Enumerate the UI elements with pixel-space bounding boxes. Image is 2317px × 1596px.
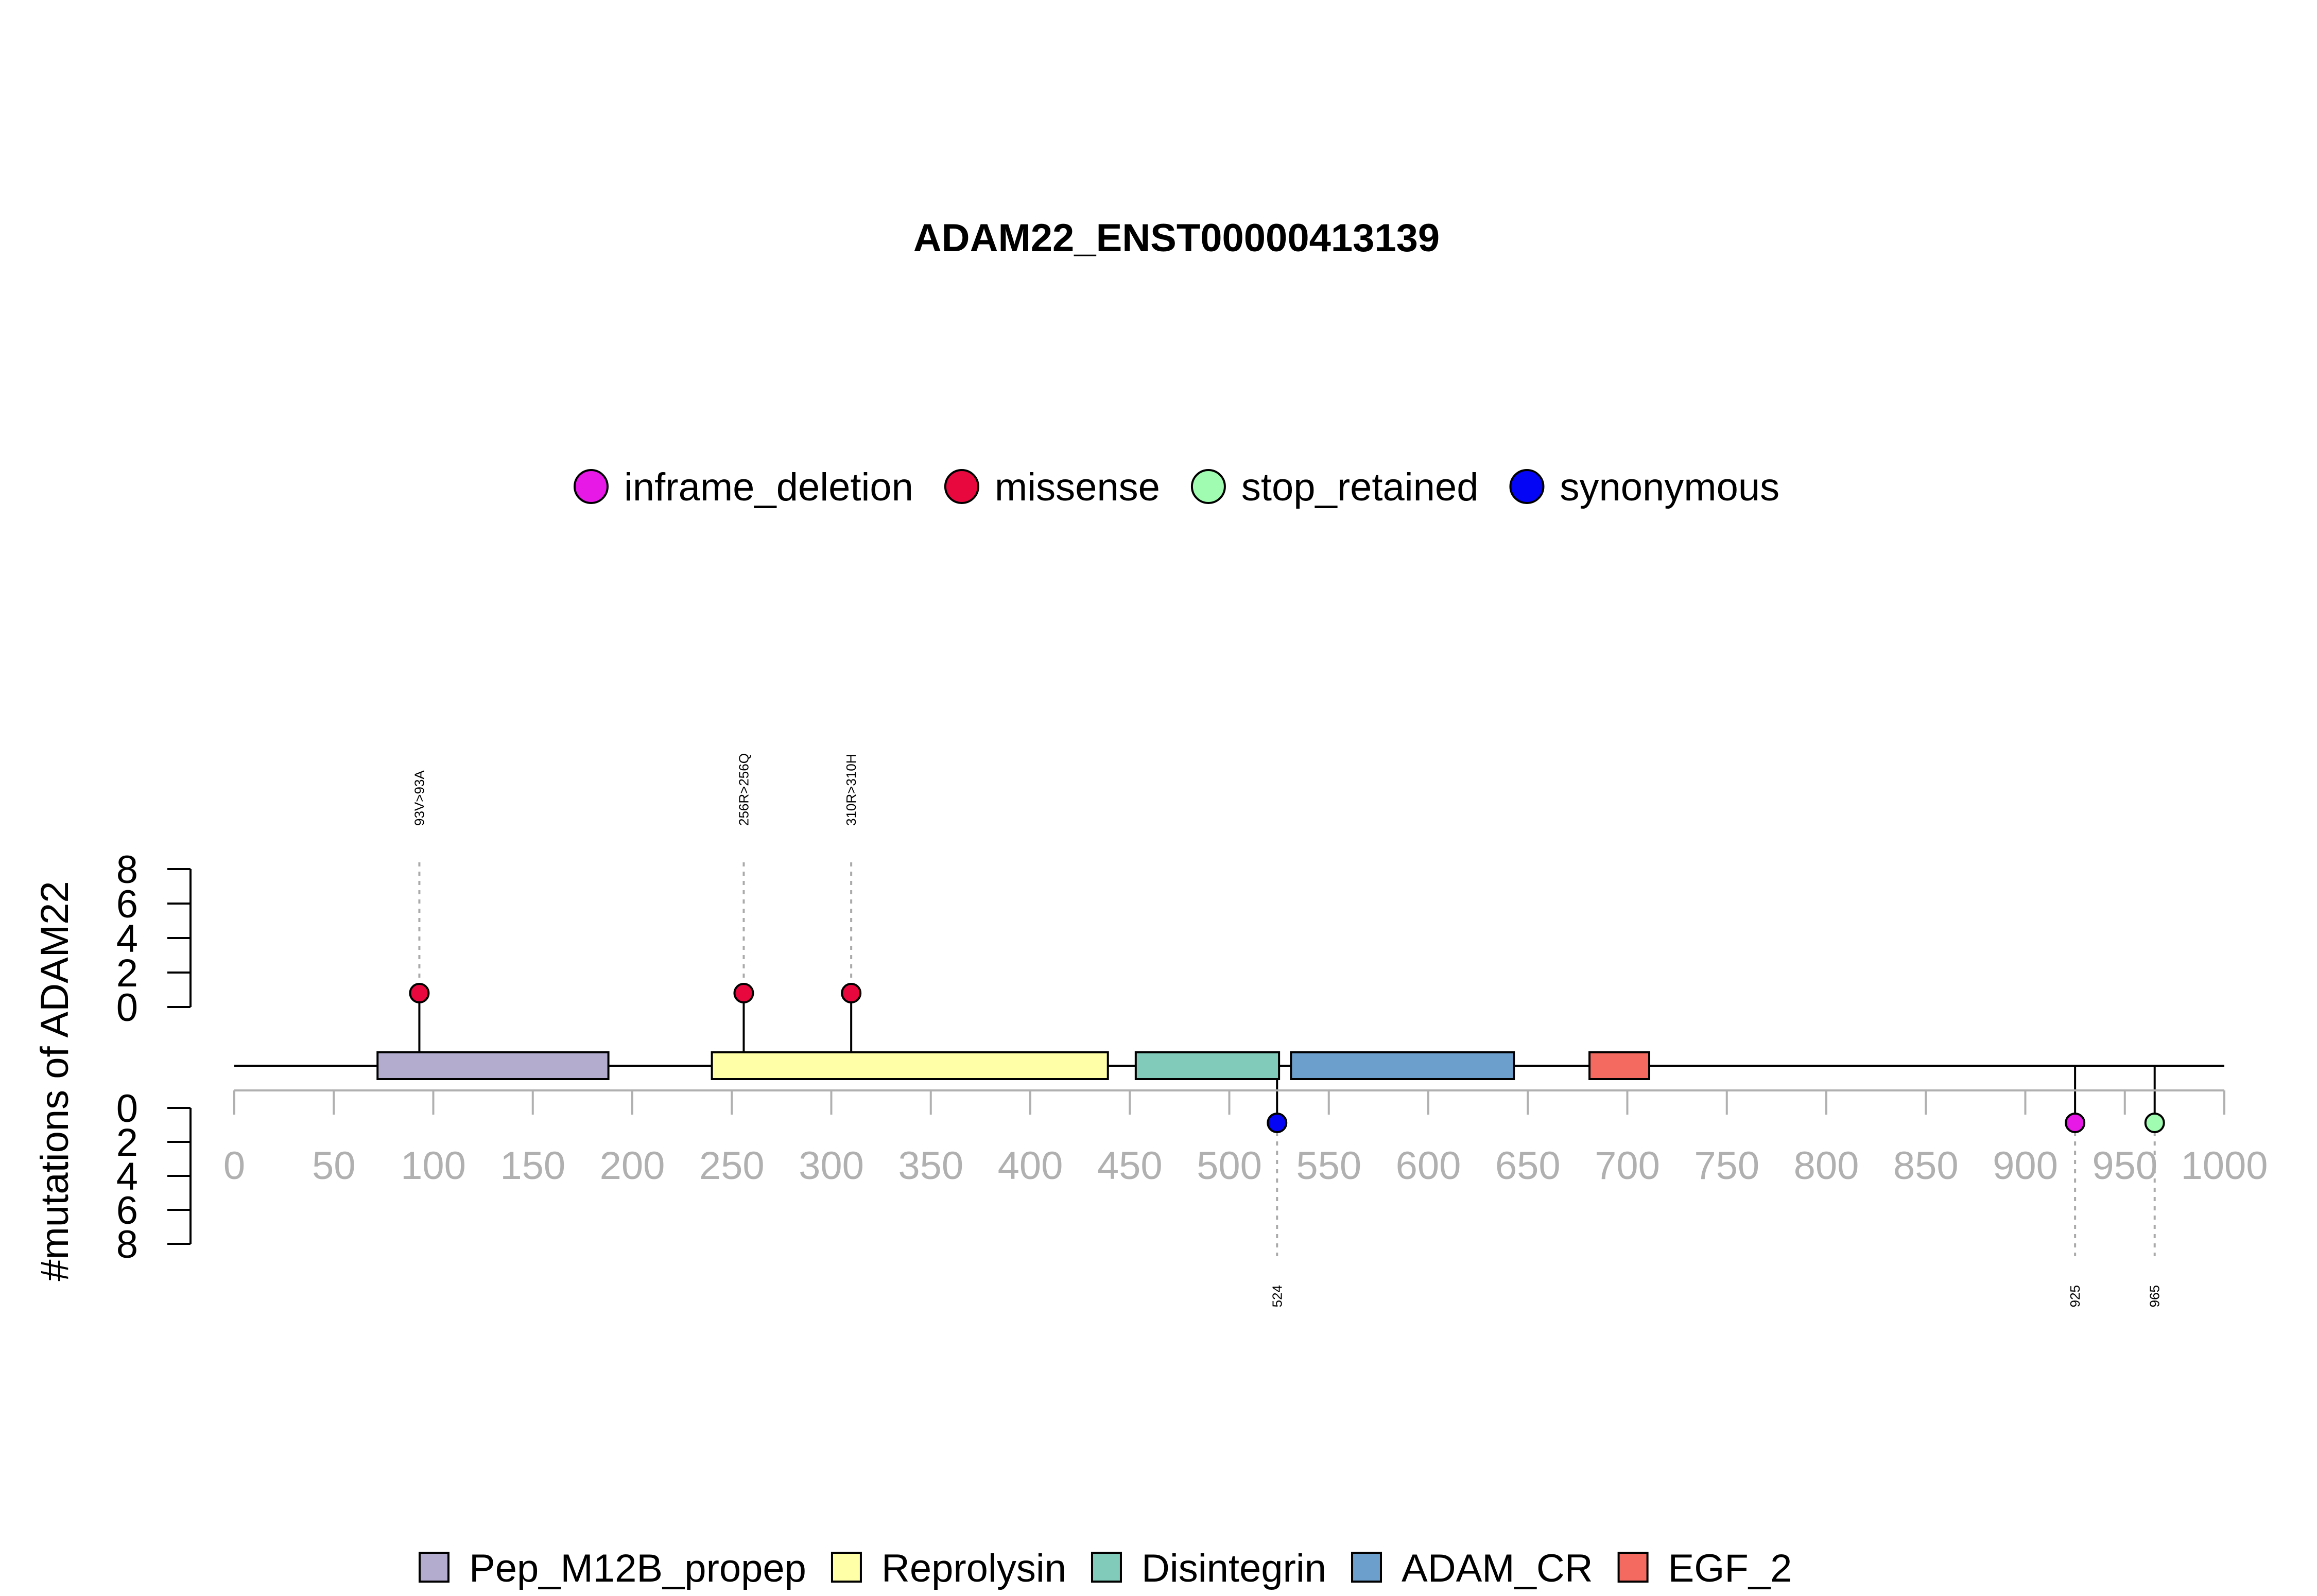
mutation-label-925: 925 xyxy=(2067,1285,2083,1307)
x-tick-label-50: 50 xyxy=(312,1144,356,1188)
y-axis-label: #mutations of ADAM22 xyxy=(33,881,77,1281)
mutation-legend: inframe_deletion missense stop_retained syn… xyxy=(574,465,1779,509)
x-tick-label-400: 400 xyxy=(998,1144,1063,1188)
domain-Pep_M12B_propep xyxy=(376,1051,610,1080)
domain-legend-swatch-Reprolysin xyxy=(831,1552,862,1583)
x-tick-label-100: 100 xyxy=(401,1144,466,1188)
x-tick-label-900: 900 xyxy=(1993,1144,2058,1188)
mutation-head-310 xyxy=(841,983,862,1003)
y-tick-label-lower-8: 8 xyxy=(116,1223,138,1267)
x-tick-label-450: 450 xyxy=(1097,1144,1163,1188)
domain-Disintegrin xyxy=(1134,1051,1281,1080)
domain-legend-label-Pep_M12B_propep: Pep_M12B_propep xyxy=(469,1547,806,1590)
domain-legend-label-EGF_2: EGF_2 xyxy=(1668,1547,1792,1590)
x-tick-label-650: 650 xyxy=(1495,1144,1561,1188)
x-axis: 0 50 100 150 200 250 300 350 400 450 500 550 600 650 7… xyxy=(223,1089,2268,1188)
domain-legend-swatch-ADAM_CR xyxy=(1351,1552,1382,1583)
x-tick-label-150: 150 xyxy=(500,1144,565,1188)
chart-title: ADAM22_ENST00000413139 xyxy=(913,216,1440,260)
mutation-head-524 xyxy=(1267,1113,1288,1133)
domain-ADAM_CR xyxy=(1290,1051,1515,1080)
mutation-head-965 xyxy=(2144,1113,2165,1133)
mutation-head-256 xyxy=(733,983,754,1003)
x-tick-label-1000: 1000 xyxy=(2181,1144,2268,1188)
x-tick-label-750: 750 xyxy=(1694,1144,1759,1188)
domain-legend-swatch-Pep_M12B_propep xyxy=(419,1552,449,1583)
x-tick-label-950: 950 xyxy=(2092,1144,2157,1188)
x-tick-label-0: 0 xyxy=(223,1144,245,1188)
x-tick-label-350: 350 xyxy=(898,1144,963,1188)
domain-EGF_2 xyxy=(1588,1051,1651,1080)
domain-legend-label-Disintegrin: Disintegrin xyxy=(1142,1547,1326,1590)
y-tick-label-lower-0: 0 xyxy=(116,1087,138,1131)
x-tick-label-800: 800 xyxy=(1794,1144,1859,1188)
legend-label-stop_retained: stop_retained xyxy=(1241,465,1479,509)
domain-legend-label-Reprolysin: Reprolysin xyxy=(881,1547,1066,1590)
mutation-head-925 xyxy=(2065,1113,2086,1133)
domain-legend: Pep_M12B_propep Reprolysin Disintegrin ADAM… xyxy=(419,1547,1792,1590)
mutation-head-93 xyxy=(409,983,430,1003)
x-tick-label-700: 700 xyxy=(1595,1144,1660,1188)
mutation-label-256: 256R>256Q xyxy=(736,753,751,826)
mutation-label-310: 310R>310H xyxy=(843,754,859,826)
mutation-label-524: 524 xyxy=(1269,1285,1285,1307)
y-tick-label-lower-2: 2 xyxy=(116,1121,138,1165)
x-tick-label-250: 250 xyxy=(699,1144,765,1188)
legend-marker-synonymous xyxy=(1509,469,1545,504)
y-tick-label-upper-8: 8 xyxy=(116,848,138,892)
y-tick-label-upper-6: 6 xyxy=(116,882,138,926)
x-tick-label-300: 300 xyxy=(799,1144,864,1188)
domain-legend-label-ADAM_CR: ADAM_CR xyxy=(1402,1547,1593,1590)
legend-label-synonymous: synonymous xyxy=(1560,465,1779,509)
x-tick-label-600: 600 xyxy=(1396,1144,1461,1188)
y-tick-label-upper-2: 2 xyxy=(116,951,138,995)
mutation-label-93: 93V>93A xyxy=(411,770,427,826)
domains-layer xyxy=(376,1051,1651,1080)
legend-marker-inframe_deletion xyxy=(574,469,609,504)
domain-legend-swatch-Disintegrin xyxy=(1091,1552,1122,1583)
y-tick-label-lower-4: 4 xyxy=(116,1155,138,1199)
domain-legend-swatch-EGF_2 xyxy=(1617,1552,1649,1583)
y-tick-label-upper-0: 0 xyxy=(116,986,138,1030)
x-tick-label-500: 500 xyxy=(1197,1144,1262,1188)
mutation-label-965: 965 xyxy=(2147,1285,2163,1307)
x-tick-label-850: 850 xyxy=(1893,1144,1959,1188)
y-tick-label-upper-4: 4 xyxy=(116,917,138,961)
x-tick-label-200: 200 xyxy=(600,1144,665,1188)
mutations-layer: 93V>93A 256R>256Q 310R>310H 524 925 965 xyxy=(409,753,2165,1307)
x-tick-label-550: 550 xyxy=(1296,1144,1361,1188)
legend-label-missense: missense xyxy=(995,465,1160,509)
legend-marker-missense xyxy=(944,469,979,504)
y-tick-label-lower-6: 6 xyxy=(116,1189,138,1233)
legend-label-inframe_deletion: inframe_deletion xyxy=(624,465,913,509)
legend-marker-stop_retained xyxy=(1190,469,1226,504)
domain-Reprolysin xyxy=(711,1051,1109,1080)
